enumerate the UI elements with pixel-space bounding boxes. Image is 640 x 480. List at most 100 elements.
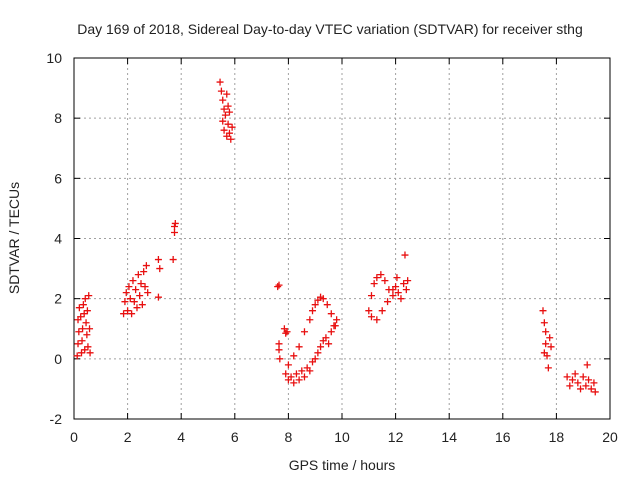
data-point — [171, 219, 179, 227]
data-point — [154, 256, 162, 264]
data-point — [79, 325, 87, 333]
data-point — [219, 117, 227, 125]
data-point — [75, 304, 83, 312]
data-point — [546, 334, 554, 342]
data-point — [373, 274, 381, 282]
x-axis-label: GPS time / hours — [289, 457, 396, 473]
data-point — [287, 373, 295, 381]
data-point — [317, 343, 325, 351]
data-point — [566, 382, 574, 390]
data-point — [136, 292, 144, 300]
data-point — [275, 281, 283, 289]
x-tick-label: 8 — [285, 429, 293, 445]
data-point — [402, 286, 410, 294]
y-tick-label: 10 — [46, 50, 62, 66]
data-point — [393, 274, 401, 282]
data-point — [275, 346, 283, 354]
data-point — [283, 328, 291, 336]
y-axis-label: SDTVAR / TECUs — [6, 182, 22, 294]
data-point — [282, 329, 290, 337]
y-tick-label: 2 — [54, 291, 62, 307]
data-point — [591, 388, 599, 396]
data-point — [365, 307, 373, 315]
data-point — [82, 319, 90, 327]
data-point — [284, 361, 292, 369]
x-tick-label: 14 — [441, 429, 457, 445]
data-point — [587, 385, 595, 393]
y-tick-label: 0 — [54, 351, 62, 367]
data-point — [124, 307, 132, 315]
data-point — [540, 349, 548, 357]
data-point — [571, 370, 579, 378]
data-point — [574, 379, 582, 387]
data-point — [216, 78, 224, 86]
data-point — [121, 298, 129, 306]
data-point — [79, 301, 87, 309]
data-point — [137, 280, 145, 288]
data-point — [125, 283, 133, 291]
x-tick-label: 20 — [602, 429, 618, 445]
data-point — [319, 295, 327, 303]
data-point — [327, 310, 335, 318]
y-tick-label: 6 — [54, 170, 62, 186]
data-point — [86, 349, 94, 357]
data-point — [325, 340, 333, 348]
data-point — [138, 301, 146, 309]
data-point — [311, 355, 319, 363]
data-point — [377, 271, 385, 279]
data-point — [75, 328, 83, 336]
data-point — [220, 126, 228, 134]
data-point — [389, 292, 397, 300]
data-point — [276, 355, 284, 363]
data-point — [134, 271, 142, 279]
data-point — [156, 265, 164, 273]
data-points — [73, 78, 599, 396]
data-point — [224, 120, 232, 128]
data-point — [583, 361, 591, 369]
data-point — [540, 319, 548, 327]
data-point — [141, 283, 149, 291]
data-point — [129, 277, 137, 285]
x-tick-label: 18 — [549, 429, 565, 445]
data-point — [306, 367, 314, 375]
data-point — [298, 367, 306, 375]
x-tick-label: 0 — [70, 429, 78, 445]
data-point — [219, 96, 227, 104]
data-point — [225, 108, 233, 116]
data-point — [223, 90, 231, 98]
data-point — [169, 256, 177, 264]
data-point — [331, 322, 339, 330]
data-point — [171, 222, 178, 230]
data-point — [228, 123, 236, 131]
data-point — [563, 373, 571, 381]
data-point — [590, 379, 598, 387]
data-point — [389, 286, 397, 294]
data-point — [311, 301, 319, 309]
data-point — [221, 111, 229, 119]
data-point — [579, 373, 587, 381]
data-point — [81, 346, 89, 354]
data-point — [542, 340, 550, 348]
data-point — [282, 370, 290, 378]
data-point — [290, 379, 298, 387]
data-point — [171, 228, 178, 236]
data-point — [568, 376, 576, 384]
data-point — [224, 102, 232, 110]
data-point — [542, 328, 550, 336]
data-point — [401, 251, 409, 259]
data-point — [306, 316, 314, 324]
data-point — [333, 316, 341, 324]
data-point — [274, 283, 282, 291]
data-point — [275, 340, 283, 348]
data-point — [80, 310, 88, 318]
y-tick-label: -2 — [50, 411, 63, 427]
x-tick-label: 12 — [388, 429, 404, 445]
x-tick-labels: 0 2 4 6 8 10 12 14 16 18 20 — [70, 429, 618, 445]
data-point — [397, 295, 405, 303]
data-point — [547, 343, 555, 351]
x-tick-label: 16 — [495, 429, 511, 445]
data-point — [220, 105, 228, 113]
x-tick-label: 4 — [177, 429, 185, 445]
data-point — [78, 337, 86, 345]
